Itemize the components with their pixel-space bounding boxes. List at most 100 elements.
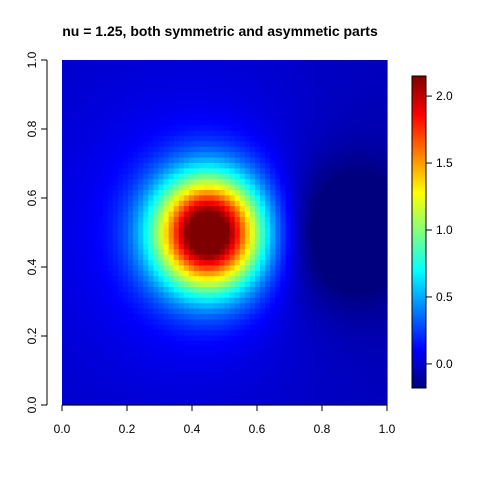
heatmap-cell	[188, 313, 195, 320]
heatmap-cell	[77, 378, 83, 385]
heatmap-cell	[153, 97, 160, 104]
heatmap-cell	[290, 388, 297, 395]
heatmap-cell	[305, 92, 312, 99]
heatmap-cell	[295, 248, 302, 255]
heatmap-cell	[244, 237, 251, 244]
heatmap-cell	[239, 383, 246, 390]
heatmap-cell	[158, 124, 165, 131]
heatmap-cell	[270, 97, 276, 104]
heatmap-cell	[204, 140, 210, 147]
heatmap-cell	[341, 291, 347, 298]
heatmap-cell	[224, 227, 231, 234]
heatmap-cell	[183, 194, 190, 201]
heatmap-cell	[219, 183, 226, 190]
heatmap-cell	[371, 307, 378, 314]
heatmap-cell	[82, 97, 88, 104]
heatmap-cell	[204, 151, 210, 158]
heatmap-cell	[290, 329, 297, 336]
heatmap-cell	[244, 130, 251, 137]
heatmap-cell	[143, 264, 149, 271]
heatmap-cell	[310, 243, 317, 250]
heatmap-cell	[173, 173, 180, 180]
heatmap-cell	[97, 297, 104, 304]
heatmap-cell	[97, 200, 104, 207]
heatmap-cell	[300, 372, 307, 379]
heatmap-cell	[183, 135, 190, 142]
heatmap-cell	[148, 264, 155, 271]
heatmap-cell	[214, 103, 221, 110]
heatmap-cell	[310, 167, 317, 174]
heatmap-cell	[153, 146, 160, 153]
heatmap-cell	[310, 254, 317, 261]
heatmap-cell	[117, 345, 124, 352]
heatmap-cell	[107, 81, 114, 88]
heatmap-cell	[229, 173, 236, 180]
heatmap-cell	[239, 167, 246, 174]
heatmap-cell	[82, 189, 88, 196]
heatmap-cell	[356, 178, 363, 185]
heatmap-cell	[128, 81, 134, 88]
heatmap-cell	[310, 318, 317, 325]
heatmap-cell	[260, 210, 266, 217]
heatmap-cell	[290, 334, 297, 341]
heatmap-cell	[219, 264, 226, 271]
heatmap-cell	[239, 189, 246, 196]
heatmap-cell	[260, 286, 266, 293]
heatmap-cell	[361, 275, 368, 282]
heatmap-cell	[341, 286, 347, 293]
heatmap-cell	[163, 65, 170, 72]
heatmap-cell	[148, 81, 155, 88]
heatmap-cell	[224, 97, 231, 104]
heatmap-cell	[122, 356, 129, 363]
heatmap-cell	[300, 183, 307, 190]
heatmap-cell	[336, 254, 342, 261]
heatmap-cell	[188, 372, 195, 379]
heatmap-cell	[194, 275, 200, 282]
heatmap-cell	[67, 302, 73, 309]
heatmap-cell	[249, 205, 256, 212]
heatmap-cell	[265, 318, 271, 325]
heatmap-cell	[188, 200, 195, 207]
heatmap-cell	[356, 70, 363, 77]
heatmap-cell	[219, 216, 226, 223]
heatmap-cell	[290, 81, 297, 88]
heatmap-cell	[158, 302, 165, 309]
heatmap-cell	[194, 318, 200, 325]
heatmap-cell	[138, 183, 144, 190]
heatmap-cell	[204, 227, 210, 234]
heatmap-cell	[234, 394, 241, 401]
heatmap-cell	[133, 237, 139, 244]
heatmap-cell	[239, 113, 246, 120]
heatmap-cell	[92, 140, 99, 147]
heatmap-cell	[214, 162, 221, 169]
heatmap-cell	[204, 340, 210, 347]
heatmap-cell	[285, 394, 292, 401]
heatmap-cell	[371, 302, 378, 309]
heatmap-cell	[122, 189, 129, 196]
heatmap-cell	[285, 76, 292, 83]
heatmap-cell	[326, 151, 332, 158]
heatmap-cell	[102, 361, 109, 368]
heatmap-cell	[128, 372, 134, 379]
heatmap-cell	[275, 113, 281, 120]
heatmap-cell	[356, 200, 363, 207]
heatmap-cell	[336, 334, 342, 341]
heatmap-cell	[356, 248, 363, 255]
heatmap-cell	[219, 210, 226, 217]
heatmap-cell	[254, 140, 261, 147]
heatmap-cell	[229, 108, 236, 115]
heatmap-cell	[117, 232, 124, 239]
heatmap-cell	[300, 189, 307, 196]
heatmap-cell	[112, 227, 119, 234]
heatmap-cell	[356, 372, 363, 379]
heatmap-cell	[290, 340, 297, 347]
heatmap-cell	[133, 108, 139, 115]
heatmap-cell	[326, 81, 332, 88]
heatmap-cell	[371, 173, 378, 180]
heatmap-cell	[112, 281, 119, 288]
heatmap-cell	[199, 254, 205, 261]
heatmap-cell	[376, 297, 383, 304]
heatmap-cell	[87, 216, 94, 223]
heatmap-cell	[112, 86, 119, 93]
heatmap-cell	[315, 248, 322, 255]
